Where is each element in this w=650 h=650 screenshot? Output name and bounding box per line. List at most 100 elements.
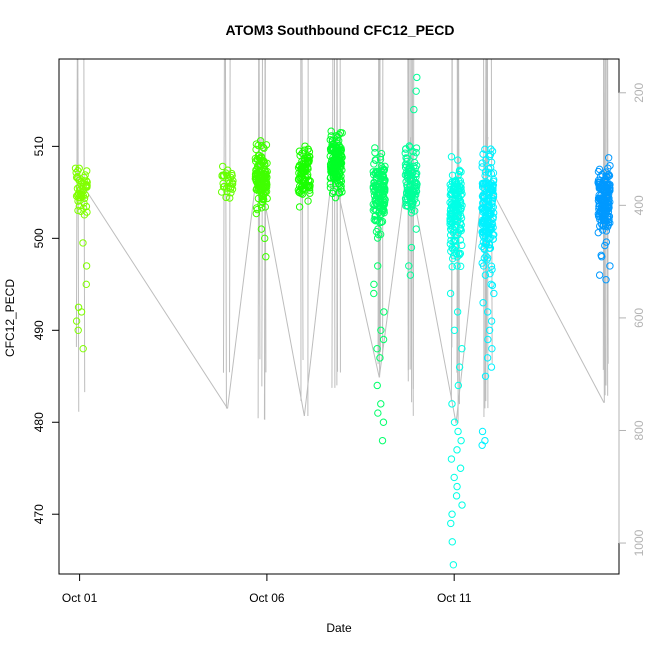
data-point <box>375 182 383 191</box>
pressure-transit-line <box>260 183 305 417</box>
data-point <box>257 225 266 233</box>
data-point <box>450 326 459 334</box>
data-point <box>374 230 383 239</box>
data-point <box>222 193 230 202</box>
data-point <box>602 172 610 180</box>
data-point <box>258 198 267 206</box>
data-point <box>77 308 86 316</box>
data-point <box>479 191 487 199</box>
data-point <box>226 173 235 182</box>
data-point <box>598 170 606 179</box>
data-point <box>482 252 490 260</box>
data-point <box>487 262 496 270</box>
data-point <box>402 161 411 170</box>
data-point <box>252 204 261 212</box>
data-point <box>373 344 381 353</box>
data-point <box>453 446 461 454</box>
data-point <box>603 216 611 225</box>
y-tick-label: 480 <box>32 412 46 432</box>
data-point <box>254 194 263 203</box>
data-point <box>336 162 345 170</box>
data-point <box>478 159 486 167</box>
data-point <box>376 218 384 227</box>
data-point <box>263 167 271 176</box>
data-point <box>457 214 466 222</box>
data-point <box>74 326 82 334</box>
data-point <box>262 253 270 261</box>
data-point <box>373 216 382 224</box>
y-right-tick-label: 800 <box>632 420 646 440</box>
y-tick-label: 500 <box>32 228 46 248</box>
data-point <box>455 167 464 176</box>
data-point <box>403 154 411 163</box>
data-point <box>376 354 384 362</box>
pressure-profile-line <box>301 58 304 361</box>
data-point <box>454 427 462 436</box>
data-point <box>406 271 415 279</box>
data-point <box>412 225 420 233</box>
data-point <box>219 162 227 171</box>
data-point <box>413 73 421 82</box>
data-point <box>401 149 409 157</box>
data-point <box>602 238 611 246</box>
data-point <box>224 183 233 192</box>
data-point <box>377 400 385 408</box>
data-point <box>380 165 389 174</box>
data-point <box>483 197 492 205</box>
data-point <box>487 363 496 371</box>
data-point <box>298 157 306 165</box>
data-point <box>487 207 495 215</box>
data-point <box>401 171 410 179</box>
data-point <box>79 239 87 247</box>
pressure-profile-line <box>224 58 227 409</box>
data-point <box>605 171 614 180</box>
data-point <box>453 482 461 491</box>
y-right-tick-label: 600 <box>632 308 646 328</box>
data-point <box>478 242 486 251</box>
data-point <box>447 519 455 528</box>
pressure-profile-line <box>261 58 263 387</box>
data-point <box>300 168 308 176</box>
data-point <box>483 254 492 262</box>
data-point <box>373 381 381 390</box>
data-point <box>377 199 385 207</box>
data-point <box>80 177 88 185</box>
data-point <box>448 203 457 211</box>
data-point <box>486 223 495 231</box>
data-point <box>218 172 226 180</box>
data-point <box>479 228 487 236</box>
data-point <box>478 183 487 191</box>
data-point <box>485 191 493 200</box>
data-point <box>486 150 495 159</box>
data-point <box>448 263 456 271</box>
data-point <box>295 203 304 211</box>
data-point <box>448 510 456 518</box>
y-tick-label: 470 <box>32 504 46 524</box>
data-point <box>600 204 608 213</box>
data-point <box>458 501 466 509</box>
data-point <box>403 195 412 203</box>
data-point <box>406 181 414 189</box>
y-axis-label: CFC12_PECD <box>3 279 17 357</box>
data-point <box>455 249 463 257</box>
data-point <box>456 197 465 205</box>
data-point <box>452 492 461 500</box>
y-axis: 470 480 490 500 510 <box>32 136 60 524</box>
data-point <box>480 207 488 215</box>
pressure-profile-line <box>257 58 260 419</box>
data-point <box>451 177 459 185</box>
data-point <box>260 234 269 243</box>
data-point <box>376 155 385 164</box>
data-point <box>380 183 388 191</box>
data-point <box>457 436 465 445</box>
data-point <box>326 136 334 144</box>
data-point <box>380 308 388 316</box>
pressure-profile-line <box>603 58 605 403</box>
data-point <box>374 409 382 417</box>
data-point <box>333 139 341 147</box>
data-point <box>603 180 611 189</box>
data-point <box>488 265 496 274</box>
data-point <box>485 235 493 243</box>
data-points <box>71 73 614 569</box>
data-point <box>402 202 410 210</box>
